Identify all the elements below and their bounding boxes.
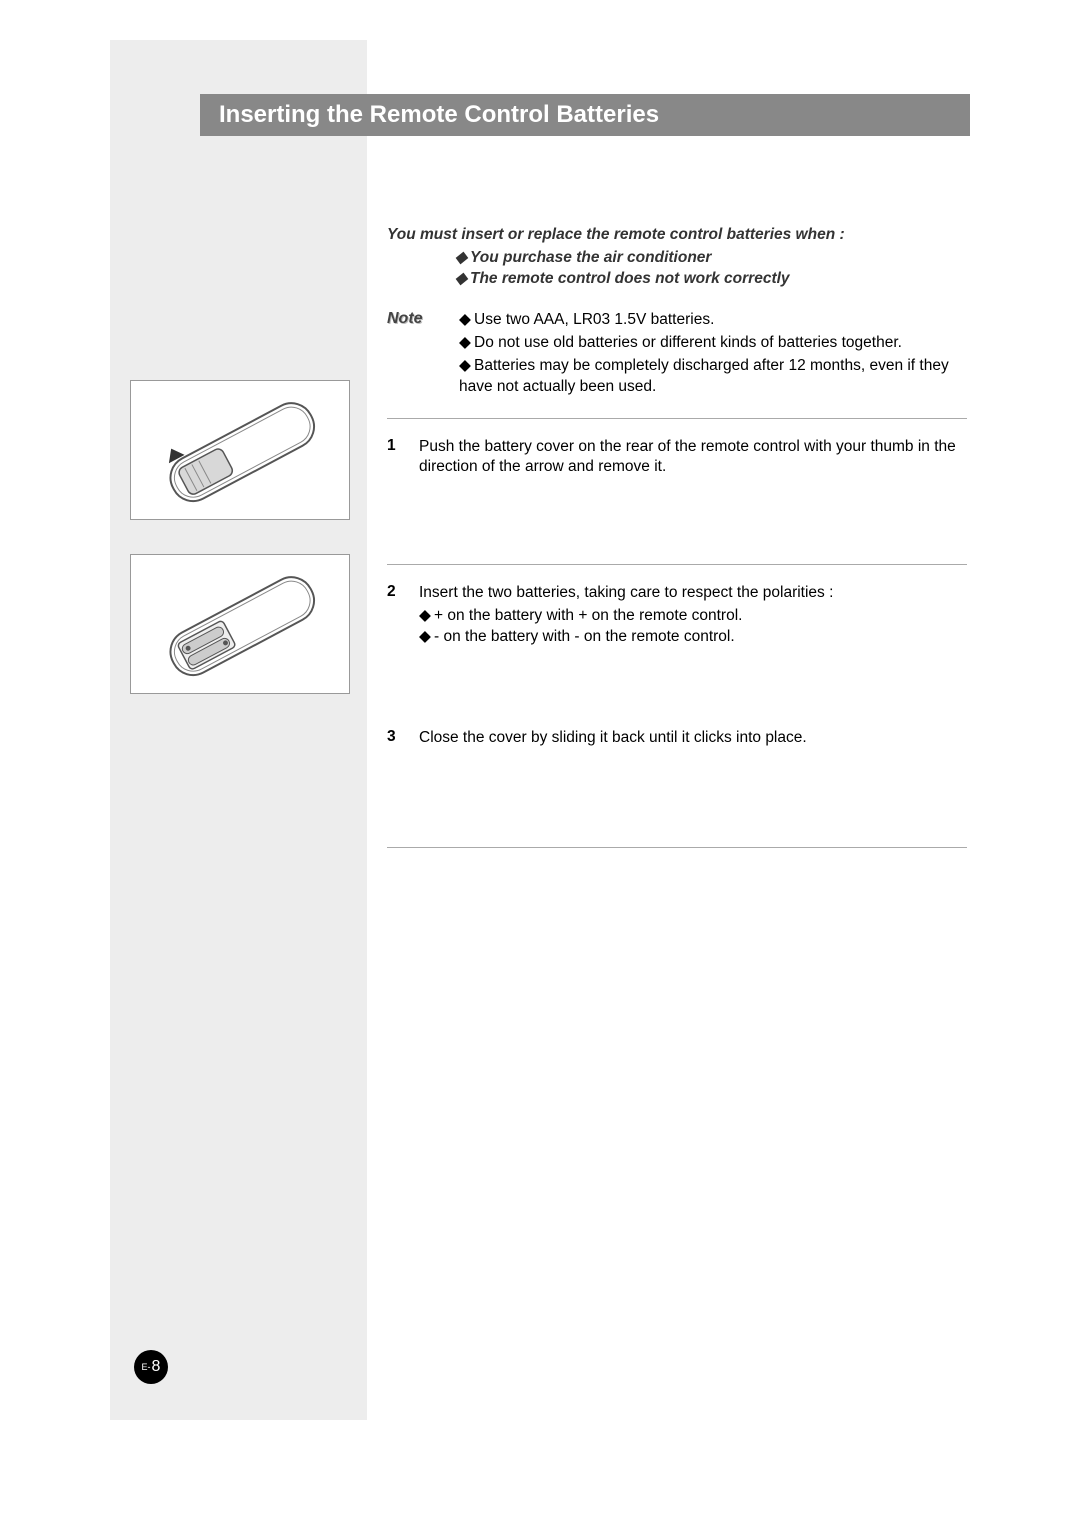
separator	[387, 418, 967, 419]
left-column: E- 8	[110, 40, 367, 1420]
separator	[387, 564, 967, 565]
content-area: You must insert or replace the remote co…	[387, 226, 967, 866]
title-bar: Inserting the Remote Control Batteries	[200, 94, 970, 136]
note-label: Note	[387, 310, 435, 400]
note-item: ◆Batteries may be completely discharged …	[459, 356, 967, 398]
step-text: Insert the two batteries, taking care to…	[419, 583, 833, 648]
note-item: ◆Do not use old batteries or different k…	[459, 333, 967, 354]
illustration-step2	[130, 554, 350, 694]
step-sub-item: ◆- on the battery with - on the remote c…	[419, 627, 833, 648]
right-column: You must insert or replace the remote co…	[367, 40, 980, 1420]
step-1: 1 Push the battery cover on the rear of …	[387, 437, 967, 479]
step-3: 3 Close the cover by sliding it back unt…	[387, 728, 967, 749]
note-item: ◆Use two AAA, LR03 1.5V batteries.	[459, 310, 967, 331]
intro-list: ◆You purchase the air conditioner ◆The r…	[455, 248, 967, 290]
step-sub-list: ◆+ on the battery with + on the remote c…	[419, 606, 833, 648]
illustration-step1	[130, 380, 350, 520]
manual-page: E- 8 You must insert or replace the remo…	[110, 40, 980, 1420]
step-number: 1	[387, 437, 403, 479]
page-title: Inserting the Remote Control Batteries	[219, 101, 659, 129]
step-number: 2	[387, 583, 403, 648]
step-2: 2 Insert the two batteries, taking care …	[387, 583, 967, 648]
step-sub-item: ◆+ on the battery with + on the remote c…	[419, 606, 833, 627]
note-list: ◆Use two AAA, LR03 1.5V batteries. ◆Do n…	[459, 310, 967, 400]
step-number: 3	[387, 728, 403, 749]
separator	[387, 847, 967, 848]
page-number-badge: E- 8	[134, 1350, 168, 1384]
step-text: Push the battery cover on the rear of th…	[419, 437, 967, 479]
page-number: 8	[152, 1358, 161, 1376]
step-text: Close the cover by sliding it back until…	[419, 728, 807, 749]
note-block: Note ◆Use two AAA, LR03 1.5V batteries. …	[387, 310, 967, 400]
intro-item: ◆The remote control does not work correc…	[455, 269, 967, 290]
intro-lead: You must insert or replace the remote co…	[387, 226, 967, 244]
intro-item: ◆You purchase the air conditioner	[455, 248, 967, 269]
page-prefix: E-	[142, 1362, 151, 1372]
